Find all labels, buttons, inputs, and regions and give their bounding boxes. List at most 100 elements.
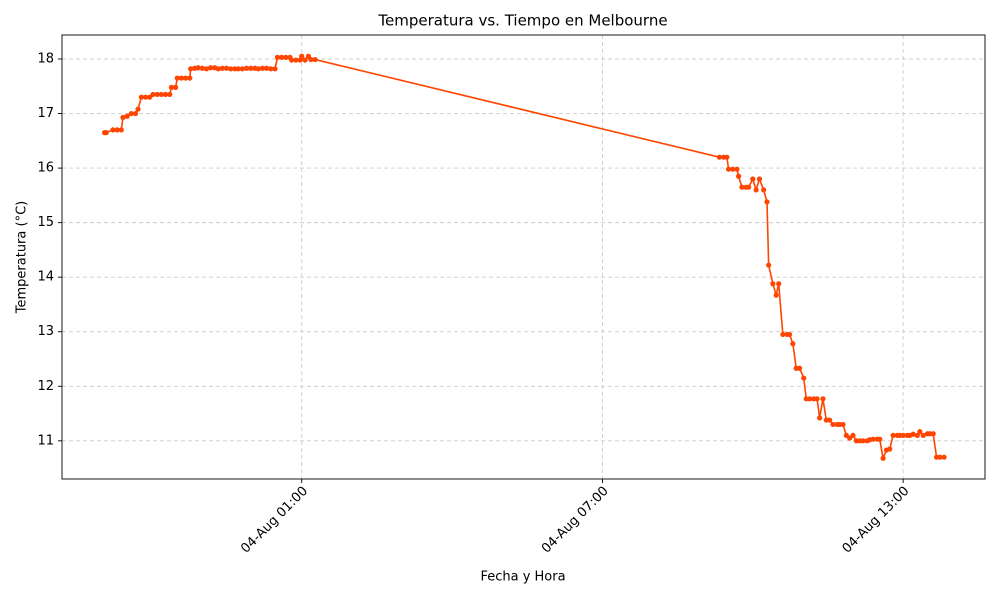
point — [203, 66, 210, 72]
point — [103, 130, 109, 136]
point — [223, 65, 230, 71]
y-tick-label: 17 — [37, 106, 54, 121]
point — [259, 65, 266, 71]
point — [761, 187, 767, 193]
y-tick-label: 11 — [37, 433, 54, 448]
point — [299, 53, 305, 59]
point — [764, 199, 770, 205]
point — [195, 65, 201, 71]
point — [725, 166, 732, 172]
point — [272, 66, 278, 72]
point — [806, 396, 813, 402]
point — [168, 84, 175, 90]
point — [827, 417, 833, 423]
point — [255, 66, 261, 72]
point — [917, 428, 923, 435]
point — [114, 127, 120, 133]
point — [840, 421, 846, 428]
point — [293, 57, 299, 63]
point — [110, 127, 116, 133]
y-tick-label: 18 — [37, 52, 54, 67]
point — [215, 66, 221, 72]
point — [274, 54, 281, 60]
point — [930, 431, 936, 437]
point — [790, 341, 796, 347]
point — [142, 94, 149, 100]
point — [780, 331, 786, 338]
point — [860, 438, 866, 444]
point — [124, 113, 130, 119]
point — [150, 91, 156, 98]
y-tick-label: 16 — [37, 161, 54, 176]
point — [128, 110, 134, 117]
point — [235, 66, 241, 72]
point — [199, 65, 205, 71]
point — [162, 91, 169, 98]
point — [244, 65, 250, 71]
point — [283, 54, 289, 60]
point — [188, 66, 194, 72]
point — [776, 281, 782, 287]
point — [786, 331, 793, 338]
point — [138, 94, 144, 100]
point — [132, 110, 139, 117]
point — [817, 415, 823, 421]
point — [135, 106, 141, 112]
point — [773, 292, 779, 298]
point — [187, 75, 193, 81]
point — [890, 432, 896, 438]
y-tick-label: 13 — [37, 324, 54, 339]
plot-frame — [61, 34, 986, 480]
point — [118, 127, 124, 133]
point — [279, 54, 285, 60]
chart-title: Temperatura vs. Tiempo en Melbourne — [377, 12, 667, 30]
point — [167, 91, 173, 98]
point — [208, 65, 214, 71]
point — [756, 176, 763, 182]
point — [183, 75, 189, 81]
point — [739, 184, 745, 190]
point — [820, 396, 826, 402]
point — [239, 66, 246, 72]
point — [724, 154, 730, 160]
point — [914, 432, 920, 438]
point — [937, 454, 943, 460]
point — [941, 454, 947, 460]
point — [120, 114, 126, 120]
point — [870, 436, 876, 442]
point — [877, 436, 883, 442]
point — [746, 184, 752, 190]
point — [770, 281, 776, 287]
y-tick-label: 15 — [37, 215, 54, 230]
point — [887, 446, 893, 452]
point — [154, 91, 160, 98]
y-tick-label: 14 — [37, 270, 54, 285]
point — [750, 176, 756, 182]
point — [801, 375, 807, 381]
point — [268, 66, 274, 72]
point — [910, 431, 916, 437]
point — [920, 432, 926, 438]
point — [178, 75, 185, 81]
point — [173, 84, 179, 90]
point — [289, 57, 295, 63]
point — [312, 56, 318, 63]
point — [766, 262, 772, 268]
point — [900, 432, 906, 438]
point — [174, 75, 180, 81]
point — [228, 66, 234, 72]
point — [308, 56, 314, 63]
point — [158, 91, 164, 98]
point — [264, 65, 270, 71]
point — [716, 154, 722, 160]
point — [302, 57, 308, 63]
point — [248, 65, 254, 71]
y-axis-label: Temperatura (°C) — [15, 201, 30, 314]
point — [850, 432, 856, 438]
point — [814, 396, 820, 402]
point — [734, 166, 740, 172]
point — [753, 187, 759, 193]
y-tick-label: 12 — [37, 379, 54, 394]
